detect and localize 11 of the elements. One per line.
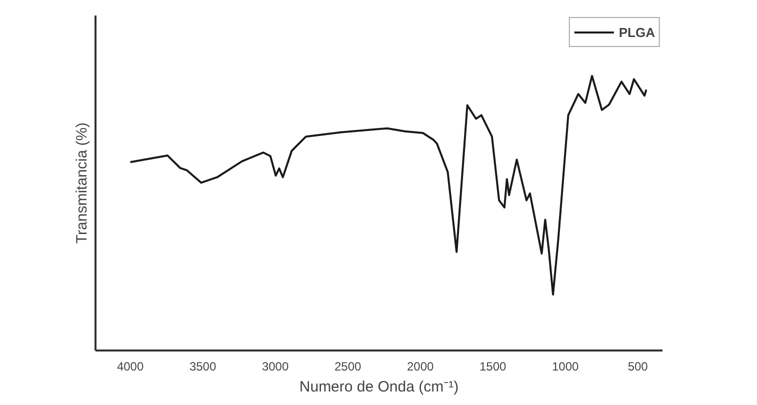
x-tick-label: 2500	[334, 360, 362, 374]
legend-label: PLGA	[618, 24, 655, 40]
x-tick-label: 1500	[479, 360, 507, 374]
x-tick-label: 2000	[406, 360, 434, 374]
x-tick-label: 500	[628, 360, 648, 374]
x-tick-label: 1000	[552, 360, 580, 374]
x-tick-label: 3500	[189, 360, 216, 374]
x-tick-label: 4000	[116, 360, 144, 374]
x-axis-title: Numero de Onda (cm⁻¹)	[299, 378, 459, 396]
y-axis-title: Transmitancia (%)	[74, 122, 90, 244]
x-tick-label: 3000	[262, 360, 289, 374]
